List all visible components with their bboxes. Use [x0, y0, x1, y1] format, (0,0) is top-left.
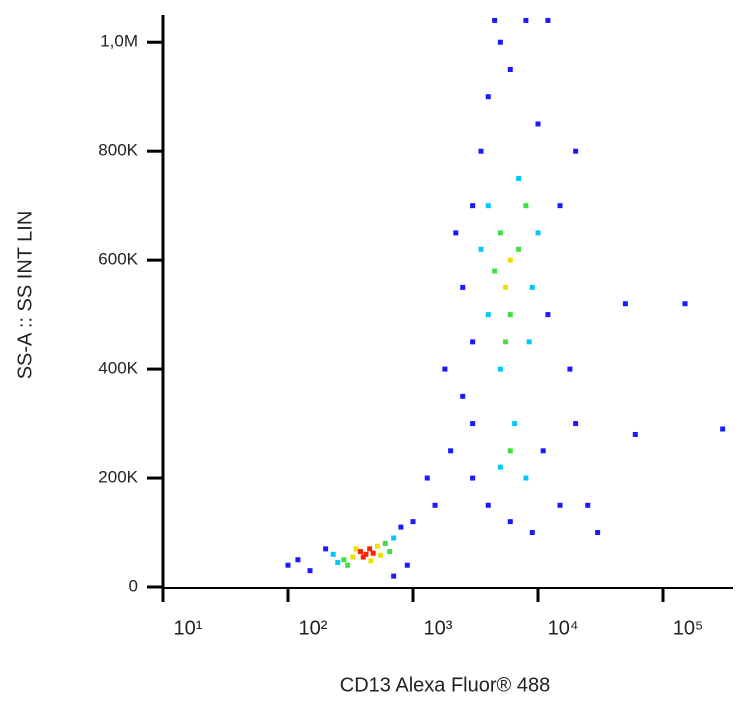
event-dot	[345, 562, 351, 568]
event-dot	[632, 431, 638, 437]
event-dot	[535, 121, 541, 127]
event-dot	[285, 562, 291, 568]
event-dot	[507, 257, 513, 263]
event-dot	[573, 148, 579, 154]
event-dot	[460, 284, 466, 290]
event-dot	[573, 421, 579, 427]
event-dot	[470, 339, 476, 345]
event-dot	[497, 230, 503, 236]
event-dot	[540, 448, 546, 454]
y-tick-label: 200K	[98, 468, 138, 487]
event-dot	[470, 475, 476, 481]
event-dot	[382, 540, 388, 546]
event-dot	[485, 203, 491, 209]
event-dot	[545, 312, 551, 318]
event-dot	[330, 551, 336, 557]
event-dot	[307, 568, 313, 574]
event-dot	[453, 230, 459, 236]
event-dot	[370, 550, 376, 556]
event-dot	[507, 312, 513, 318]
event-dot	[295, 557, 301, 563]
event-dot	[478, 148, 484, 154]
event-dot	[398, 524, 404, 530]
x-tick-label: 10¹	[174, 617, 203, 639]
event-dot	[567, 366, 573, 372]
y-tick-label: 400K	[98, 359, 138, 378]
event-dot	[516, 175, 522, 181]
event-dot	[512, 421, 518, 427]
event-dot	[507, 448, 513, 454]
event-dot	[585, 502, 591, 508]
event-dot	[529, 284, 535, 290]
y-tick-label: 1,0M	[100, 32, 138, 51]
event-dot	[492, 268, 498, 274]
event-dot	[363, 551, 369, 557]
event-dot	[368, 558, 374, 564]
event-dot	[507, 519, 513, 525]
x-axis-label: CD13 Alexa Fluor® 488	[340, 674, 550, 696]
event-dot	[503, 339, 509, 345]
event-dot	[523, 203, 529, 209]
event-dot	[492, 17, 498, 23]
event-dot	[535, 230, 541, 236]
event-dot	[516, 246, 522, 252]
event-dot	[323, 546, 329, 552]
event-dot	[432, 502, 438, 508]
event-dot	[391, 573, 397, 579]
event-dot	[523, 17, 529, 23]
event-dot	[622, 301, 628, 307]
event-dot	[424, 475, 430, 481]
event-dot	[387, 549, 393, 555]
event-dot	[720, 426, 726, 432]
event-dot	[595, 530, 601, 536]
event-dot	[557, 502, 563, 508]
event-dot	[478, 246, 484, 252]
event-dot	[497, 39, 503, 45]
event-dot	[460, 393, 466, 399]
event-dot	[497, 464, 503, 470]
event-dot	[470, 421, 476, 427]
event-dot	[682, 301, 688, 307]
event-dot	[523, 475, 529, 481]
event-dot	[360, 554, 366, 560]
event-dot	[375, 543, 381, 549]
event-dot	[367, 546, 373, 552]
event-dot	[404, 562, 410, 568]
event-dot	[391, 535, 397, 541]
event-dot	[503, 284, 509, 290]
y-tick-label: 600K	[98, 250, 138, 269]
y-tick-label: 800K	[98, 141, 138, 160]
event-dot	[335, 559, 341, 565]
event-dot	[442, 366, 448, 372]
event-dot	[557, 203, 563, 209]
x-tick-label: 10⁵	[673, 617, 704, 639]
event-dot	[545, 17, 551, 23]
x-tick-label: 10³	[424, 617, 453, 639]
event-dot	[485, 502, 491, 508]
event-dot	[497, 366, 503, 372]
event-dot	[529, 530, 535, 536]
y-axis-label: SS-A :: SS INT LIN	[14, 211, 36, 380]
event-dot	[341, 557, 347, 563]
event-dot	[526, 339, 532, 345]
event-dot	[353, 546, 359, 552]
event-dot	[507, 66, 513, 72]
event-dot	[448, 448, 454, 454]
event-dot	[410, 519, 416, 525]
event-dot	[357, 549, 363, 555]
event-dot	[485, 312, 491, 318]
y-tick-label: 0	[129, 576, 138, 595]
event-dot	[378, 552, 384, 558]
event-dot	[485, 94, 491, 100]
x-tick-label: 10²	[299, 617, 328, 639]
event-dot	[350, 554, 356, 560]
x-tick-label: 10⁴	[548, 617, 579, 639]
event-dot	[470, 203, 476, 209]
